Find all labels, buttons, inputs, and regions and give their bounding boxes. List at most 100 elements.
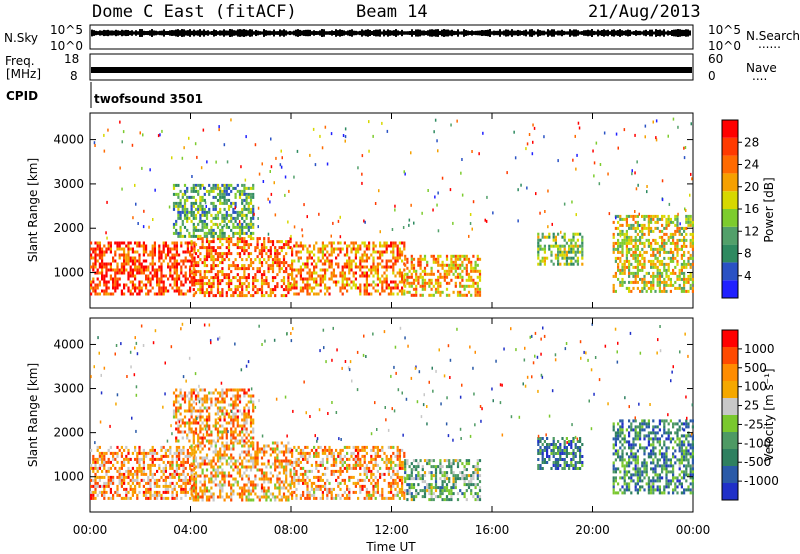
echo-cell	[689, 220, 692, 224]
echo-cell	[324, 268, 327, 272]
echo-cell	[641, 247, 644, 251]
echo-cell	[365, 451, 368, 455]
echo-cell	[689, 238, 692, 242]
echo-cell	[175, 183, 178, 187]
echo-cell	[197, 228, 200, 232]
echo-cell	[343, 253, 346, 257]
echo-cell	[105, 286, 108, 290]
echo-cell	[145, 244, 148, 248]
echo-cell	[186, 210, 189, 214]
echo-cell	[282, 294, 286, 298]
nsky-trace-bar	[195, 30, 197, 36]
echo-cell	[467, 257, 471, 261]
echo-cell	[94, 475, 97, 479]
echo-cell	[182, 262, 185, 266]
echo-cell	[617, 262, 620, 266]
echo-cell	[432, 260, 435, 264]
echo-cell	[680, 277, 683, 281]
echo-cell	[145, 481, 148, 485]
nsky-trace-bar	[629, 29, 631, 37]
echo-cell	[385, 268, 388, 272]
echo-cell	[370, 493, 373, 497]
echo-cell	[274, 447, 277, 451]
echo-cell	[238, 195, 242, 199]
echo-cell	[557, 253, 560, 257]
echo-cell	[197, 261, 200, 265]
echo-cell	[412, 459, 416, 463]
echo-cell	[381, 253, 384, 257]
echo-cell	[254, 486, 257, 490]
echo-cell	[260, 474, 264, 478]
echo-cell	[149, 478, 152, 482]
echo-cell	[263, 246, 266, 250]
echo-cell	[361, 241, 364, 245]
echo-cell	[210, 477, 213, 481]
echo-cell	[245, 498, 248, 502]
echo-cell	[227, 252, 231, 256]
nsky-trace-bar	[667, 30, 669, 36]
echo-cell	[359, 268, 362, 272]
echo-cell	[120, 241, 123, 245]
echo-cell	[180, 259, 183, 263]
echo-cell	[293, 277, 296, 281]
echo-cell	[565, 241, 568, 245]
echo-cell	[169, 481, 172, 485]
echo-cell	[225, 282, 228, 286]
echo-cell	[249, 243, 253, 247]
echo-cell	[641, 235, 644, 239]
echo-cell	[238, 225, 242, 229]
echo-cell	[258, 172, 261, 176]
echo-cell	[346, 466, 349, 470]
echo-cell	[339, 472, 342, 476]
echo-cell	[194, 198, 198, 202]
echo-cell	[227, 471, 231, 475]
echo-cell	[199, 219, 202, 223]
echo-cell	[167, 250, 170, 254]
echo-cell	[219, 291, 222, 295]
echo-cell	[260, 261, 264, 265]
echo-cell	[238, 213, 242, 217]
echo-cell	[461, 293, 464, 297]
echo-cell	[352, 280, 355, 284]
echo-cell	[182, 463, 185, 467]
echo-cell	[203, 462, 206, 466]
echo-cell	[352, 445, 355, 449]
echo-cell	[394, 481, 397, 485]
echo-cell	[396, 250, 399, 254]
echo-cell	[291, 448, 294, 452]
echo-cell	[267, 264, 270, 268]
echo-cell	[304, 286, 307, 290]
nsky-trace-bar	[417, 29, 419, 37]
echo-cell	[186, 259, 189, 263]
echo-cell	[643, 280, 646, 284]
echo-cell	[392, 469, 395, 473]
echo-cell	[208, 246, 211, 250]
echo-cell	[683, 156, 686, 160]
echo-cell	[450, 492, 453, 496]
echo-cell	[417, 477, 420, 481]
echo-cell	[445, 281, 449, 285]
echo-cell	[324, 445, 327, 449]
echo-cell	[184, 265, 187, 269]
echo-cell	[404, 278, 407, 282]
echo-cell	[190, 243, 193, 247]
echo-cell	[173, 271, 176, 275]
echo-cell	[623, 241, 626, 245]
echo-cell	[634, 265, 637, 269]
echo-cell	[191, 283, 194, 287]
echo-cell	[203, 489, 206, 493]
echo-cell	[190, 246, 193, 250]
echo-cell	[167, 454, 170, 458]
echo-cell	[261, 162, 263, 166]
echo-cell	[417, 275, 420, 279]
echo-cell	[441, 492, 444, 496]
echo-cell	[256, 459, 259, 463]
echo-cell	[443, 498, 446, 502]
echo-cell	[396, 283, 399, 287]
echo-cell	[142, 253, 145, 257]
echo-cell	[310, 271, 313, 275]
echo-cell	[461, 260, 464, 264]
echo-cell	[192, 276, 195, 280]
echo-cell	[398, 460, 401, 464]
echo-cell	[158, 280, 161, 284]
